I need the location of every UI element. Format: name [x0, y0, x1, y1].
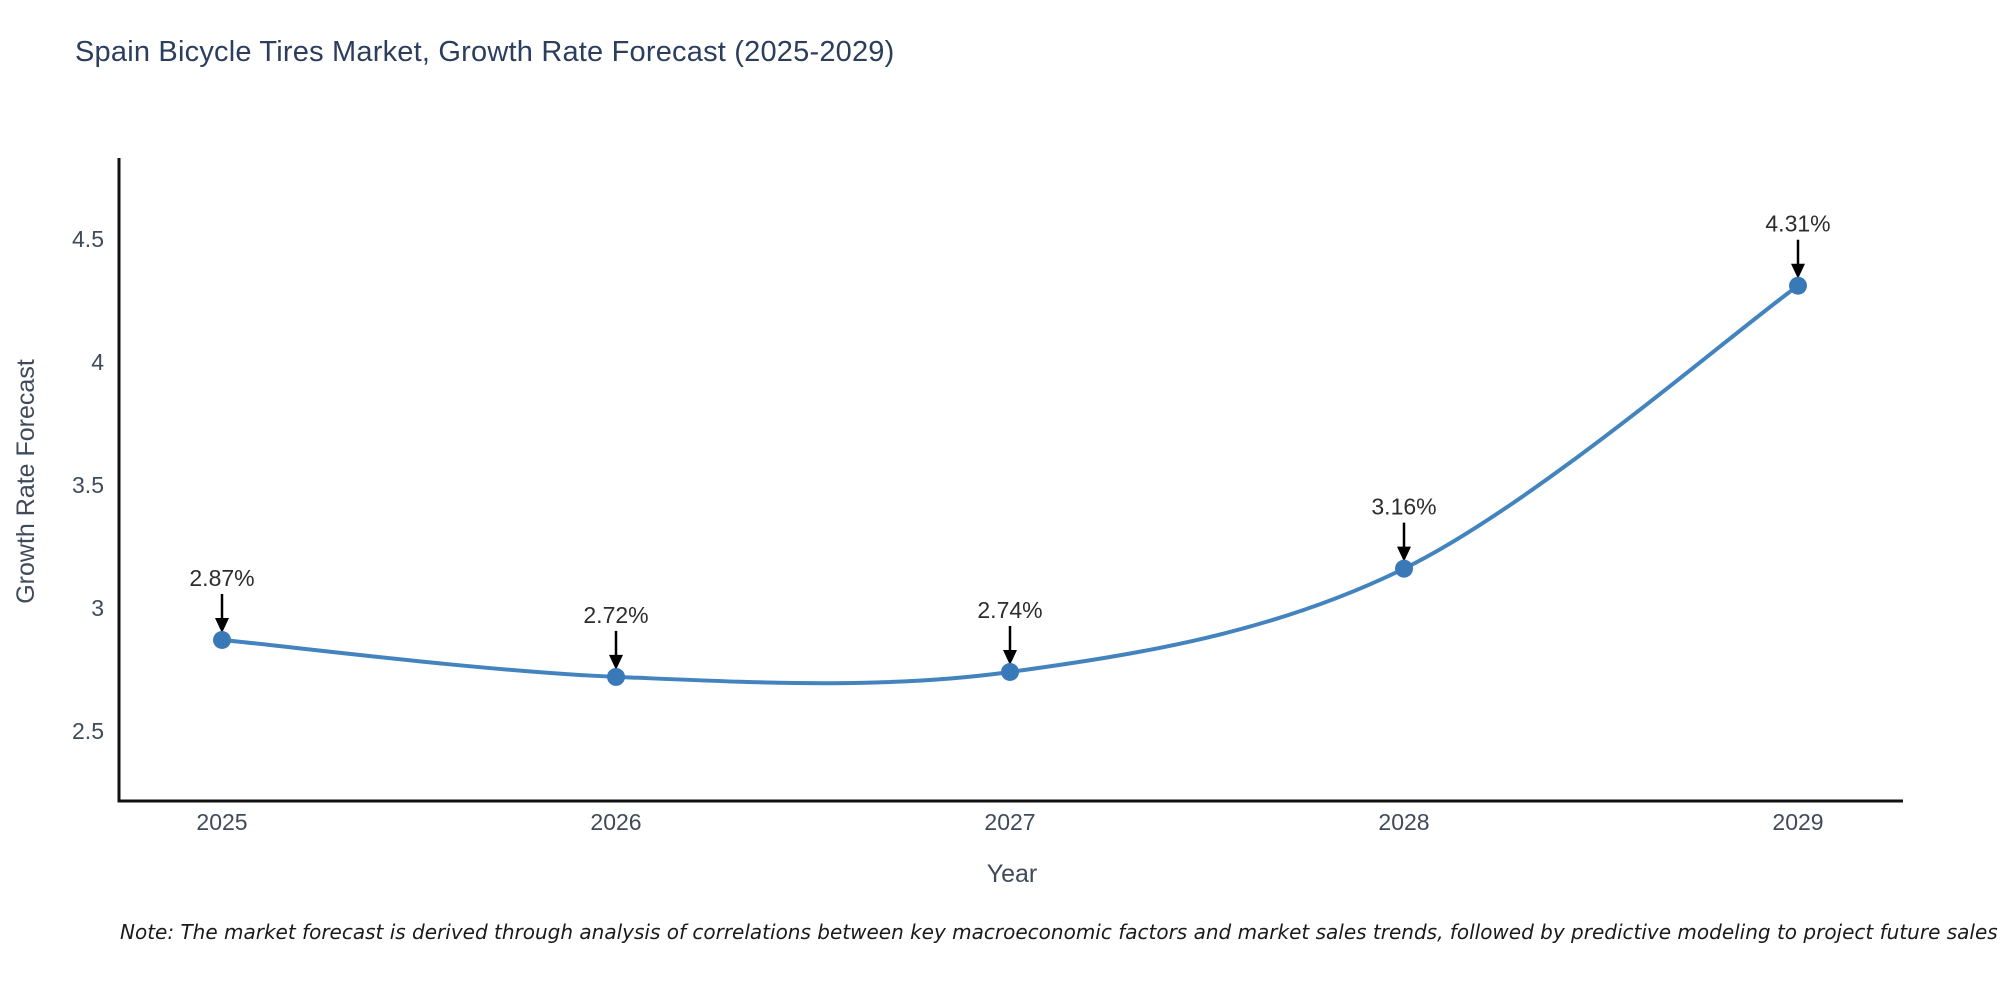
y-axis-title: Growth Rate Forecast: [11, 358, 40, 604]
point-annotation-label: 2.72%: [583, 602, 648, 628]
point-annotation-label: 2.87%: [189, 565, 254, 591]
y-axis-title-wrap: Growth Rate Forecast: [0, 160, 52, 802]
data-point[interactable]: [213, 630, 231, 649]
y-tick-label: 4.5: [72, 226, 104, 252]
annotation-arrowhead-icon: [215, 617, 229, 633]
data-point[interactable]: [607, 667, 625, 686]
y-tick-label: 3.5: [72, 472, 104, 498]
x-tick-label: 2026: [590, 809, 641, 835]
growth-rate-line: [220, 283, 1800, 686]
x-tick-label: 2025: [196, 809, 247, 835]
data-point[interactable]: [1395, 559, 1413, 578]
y-tick-label: 2.5: [72, 718, 104, 744]
x-tick-label: 2029: [1772, 809, 1823, 835]
annotation-arrowhead-icon: [609, 654, 623, 670]
point-annotation-label: 2.74%: [977, 597, 1042, 623]
x-tick-label: 2027: [984, 809, 1035, 835]
chart-title: Spain Bicycle Tires Market, Growth Rate …: [75, 36, 895, 68]
annotation-arrowhead-icon: [1003, 649, 1017, 665]
x-axis-title: Year: [986, 860, 1038, 888]
footnote: Note: The market forecast is derived thr…: [120, 920, 1998, 944]
x-tick-label: 2028: [1378, 809, 1429, 835]
y-tick-label: 3: [91, 595, 104, 621]
annotation-arrowhead-icon: [1397, 546, 1411, 562]
y-tick-label: 4: [91, 349, 104, 375]
point-annotation-label: 4.31%: [1765, 211, 1830, 237]
annotation-arrowhead-icon: [1791, 263, 1805, 279]
data-point[interactable]: [1789, 276, 1807, 295]
point-annotation-label: 3.16%: [1371, 494, 1436, 520]
data-point[interactable]: [1001, 662, 1019, 681]
